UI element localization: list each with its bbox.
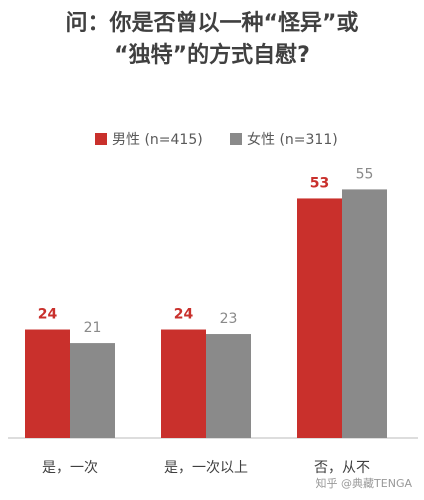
bar (70, 343, 115, 438)
bar (342, 189, 387, 438)
value-label: 21 (84, 320, 102, 336)
bar (25, 329, 70, 438)
x-tick-label: 是，一次 (42, 460, 98, 476)
value-label: 24 (38, 307, 58, 323)
value-label: 24 (174, 307, 194, 323)
bar (161, 329, 206, 438)
bar (297, 198, 342, 438)
value-label: 23 (220, 311, 238, 327)
watermark: 知乎 @典藏TENGA (316, 476, 413, 490)
bar (206, 334, 251, 438)
legend-label: 女性 (n=311) (247, 131, 338, 148)
legend-swatch (230, 133, 242, 145)
value-label: 55 (356, 166, 374, 182)
x-tick-label: 否，从不 (314, 460, 370, 476)
chart-title: “独特”的方式自慰? (114, 42, 310, 68)
legend-label: 男性 (n=415) (112, 132, 203, 148)
legend-swatch (95, 133, 107, 145)
value-label: 53 (310, 175, 329, 191)
chart-title: 问：你是否曾以一种“怪异”或 (66, 10, 359, 36)
x-tick-label: 是，一次以上 (164, 460, 248, 476)
